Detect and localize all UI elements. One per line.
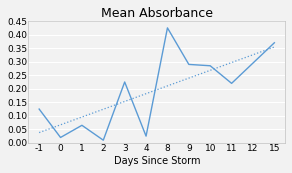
Title: Mean Absorbance: Mean Absorbance [101, 7, 213, 20]
X-axis label: Days Since Storm: Days Since Storm [114, 156, 200, 166]
